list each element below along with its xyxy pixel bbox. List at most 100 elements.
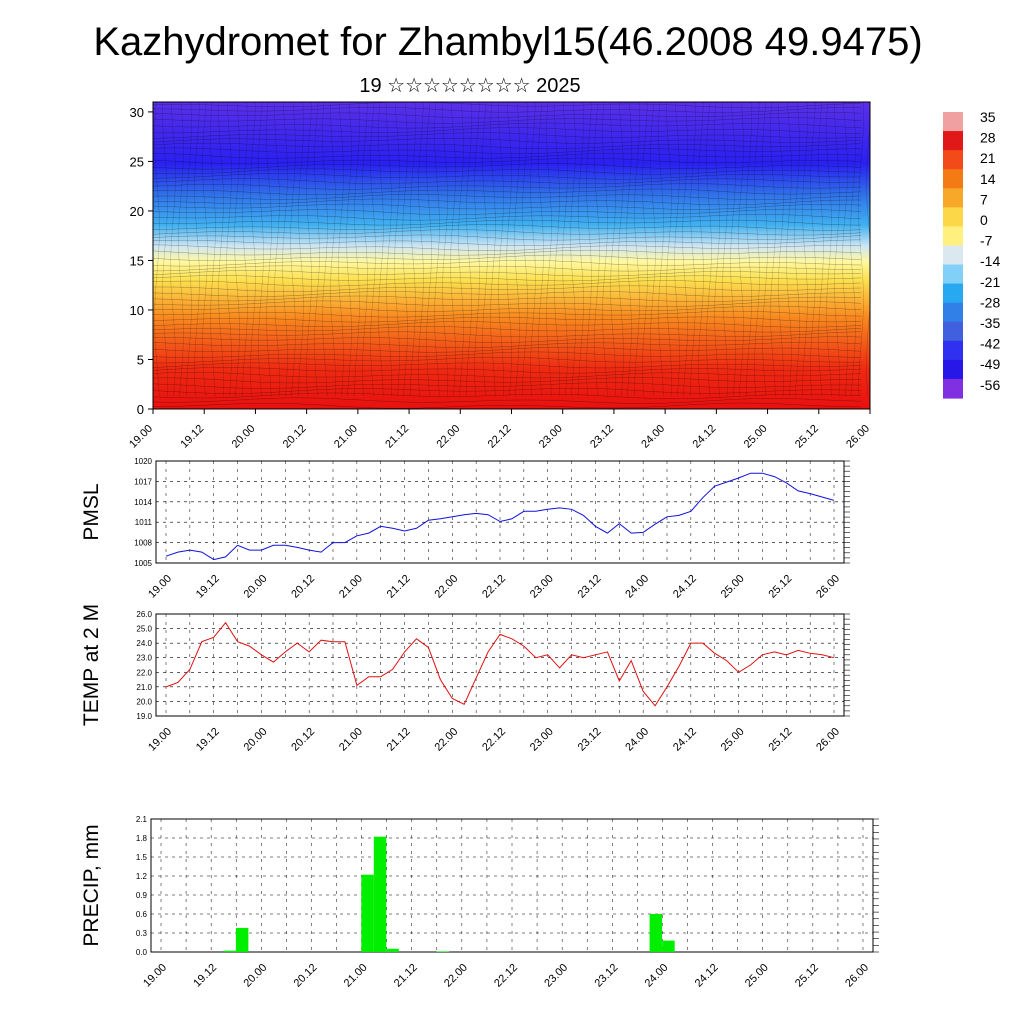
wind-streak (810, 102, 816, 397)
wind-streak (186, 102, 192, 397)
y-tick-label: 0.9 (136, 891, 148, 900)
x-tick-label: 22.12 (480, 573, 508, 601)
contour-line (153, 153, 862, 159)
wind-streak (818, 102, 824, 397)
x-tick-label: 25.00 (743, 962, 771, 990)
y-tick-label: 1.8 (136, 834, 148, 843)
wind-streak (626, 102, 632, 397)
colorbar-swatch (943, 169, 963, 189)
wind-streak (178, 102, 184, 397)
colorbar-swatch (943, 340, 963, 361)
wind-streak (402, 102, 408, 397)
wind-streak (594, 102, 600, 397)
contour-line (153, 229, 862, 236)
wind-streak (474, 102, 480, 397)
contour-line (153, 331, 862, 338)
colorbar-label: 7 (980, 191, 988, 207)
wind-streak (282, 102, 288, 397)
colorbar-label: -49 (980, 356, 1000, 372)
contour-line (153, 362, 862, 369)
wind-contours (153, 102, 870, 409)
contour-line (153, 127, 861, 134)
contour-line (153, 260, 862, 267)
contour-line (153, 377, 862, 384)
contour-line (153, 326, 862, 333)
contour-line (153, 250, 862, 256)
wind-streak (762, 102, 768, 397)
wind-streak (170, 102, 176, 397)
contour-line (153, 270, 862, 277)
wind-streak (794, 102, 800, 397)
contour-line (153, 122, 862, 129)
wind-streak (586, 102, 592, 397)
wind-streak (738, 102, 744, 397)
colorbar-label: -56 (980, 377, 1000, 393)
y-tick-label: 10 (130, 303, 144, 318)
contour-line (153, 392, 862, 399)
contour-line (153, 336, 862, 343)
wind-streak (242, 102, 248, 397)
colorbar-label: 14 (980, 171, 996, 187)
x-tick-label: 21.12 (383, 423, 411, 451)
contour-line (153, 214, 862, 221)
x-tick-label: 22.12 (486, 423, 514, 451)
contour-line (153, 234, 862, 241)
colorbar-label: -14 (980, 253, 1000, 269)
contour-line (153, 382, 862, 389)
x-tick-label: 24.00 (643, 962, 671, 990)
wind-streak (386, 102, 392, 397)
contour-line (153, 147, 862, 154)
wind-streak (650, 102, 656, 397)
wind-streak (434, 102, 440, 397)
x-tick-label: 22.12 (492, 962, 520, 990)
y-axis-title: PMSL (80, 483, 103, 540)
x-tick-label: 24.00 (623, 726, 651, 754)
colorbar-label: 0 (980, 212, 988, 228)
x-tick-label: 24.12 (671, 726, 699, 754)
wind-streak (218, 102, 224, 397)
wind-streak (162, 102, 168, 397)
colorbar-swatch (943, 207, 963, 227)
x-tick-label: 23.12 (588, 423, 616, 451)
contour-line (153, 107, 861, 113)
page-title: Kazhydromet for Zhambyl15(46.2008 49.947… (93, 20, 922, 64)
temp-series-line (165, 621, 835, 707)
contour-line (153, 102, 862, 109)
colorbar-swatch (943, 264, 963, 285)
wind-streak (514, 102, 520, 397)
colorbar-swatch (943, 245, 963, 266)
y-tick-label: 2.1 (136, 815, 148, 824)
x-tick-label: 21.00 (337, 573, 365, 601)
contour-line (153, 183, 862, 190)
contour-line (153, 117, 862, 124)
contour-line (153, 351, 862, 358)
y-tick-label: 21.0 (136, 683, 152, 692)
contour-line (153, 265, 862, 272)
wind-streak (498, 102, 504, 397)
y-tick-label: 20.0 (136, 697, 152, 706)
wind-streak (466, 102, 472, 397)
wind-streak (442, 102, 448, 397)
wind-streak (210, 102, 216, 397)
contour-line (153, 291, 861, 297)
colorbar-swatch (943, 302, 963, 323)
contour-line (153, 372, 862, 379)
x-tick-label: 25.12 (766, 573, 794, 601)
contour-line (153, 388, 862, 394)
x-tick-label: 19.12 (194, 726, 222, 754)
wind-streak (578, 102, 584, 397)
contour-line (153, 347, 862, 353)
heatmap-field (153, 102, 870, 409)
x-tick-label: 23.00 (528, 726, 556, 754)
precip-bar (649, 914, 663, 952)
contour-line (153, 244, 862, 251)
contour-line (153, 311, 862, 318)
wind-streak (834, 102, 840, 397)
wind-streak (618, 102, 624, 397)
wind-streak (522, 102, 528, 397)
wind-streak (370, 102, 376, 397)
wind-streak (346, 102, 352, 397)
y-axis-title: TEMP at 2 M (80, 604, 103, 726)
contour-line (153, 305, 862, 312)
pmsl-series-line (165, 472, 835, 561)
